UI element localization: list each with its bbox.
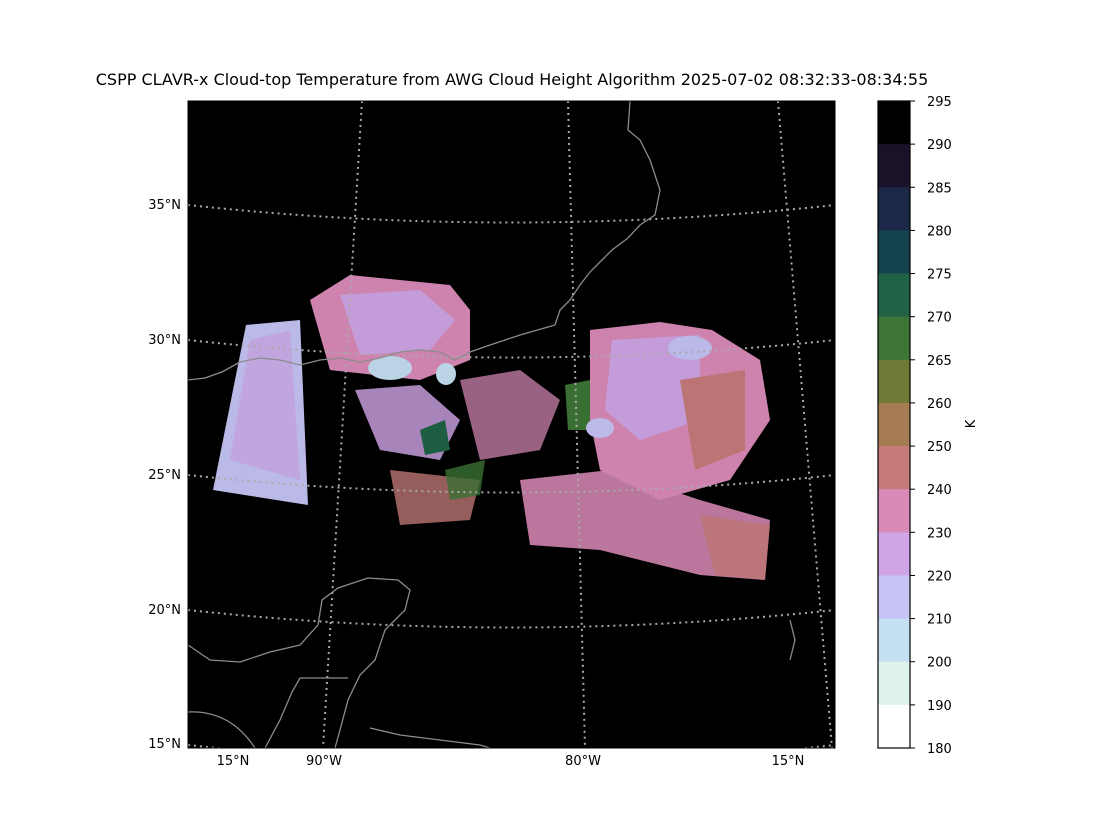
cloud-west-core bbox=[230, 330, 300, 480]
colorbar-tick-label: 240 bbox=[927, 483, 952, 498]
cloud-cold-top-4 bbox=[586, 418, 614, 438]
gridline-lat-30 bbox=[188, 339, 835, 359]
colorbar-segment bbox=[878, 704, 910, 749]
colorbar-unit-label: K bbox=[964, 419, 979, 428]
cloud-field bbox=[213, 275, 770, 580]
cloud-green-patch-1 bbox=[420, 420, 450, 455]
gridline-lat-35 bbox=[188, 204, 835, 224]
colorbar-segment bbox=[878, 661, 910, 706]
lat-label-25n: 25°N bbox=[148, 468, 181, 483]
colorbar-segment bbox=[878, 402, 910, 447]
colorbar: 295 290 285 280 275 270 265 260 250 240 230 220 210 2… bbox=[877, 95, 952, 757]
colorbar-tick-label: 210 bbox=[927, 613, 952, 628]
coast-east-island bbox=[789, 619, 796, 661]
cloud-east-core bbox=[605, 335, 700, 440]
cloud-east-warm bbox=[680, 370, 745, 470]
lon-label-west: 15°N bbox=[217, 754, 250, 769]
longitude-labels: 15°N 90°W 80°W 15°N bbox=[217, 754, 805, 769]
colorbar-frame bbox=[877, 100, 911, 749]
colorbar-tick-label: 230 bbox=[927, 526, 952, 541]
lon-label-90w: 90°W bbox=[306, 754, 342, 769]
cloud-south-warm bbox=[700, 515, 770, 580]
colorbar-tick-label: 270 bbox=[927, 311, 952, 326]
graticule bbox=[188, 101, 835, 748]
colorbar-segment bbox=[878, 316, 910, 361]
map-frame bbox=[187, 100, 836, 749]
lat-label-15n: 15°N bbox=[148, 737, 181, 752]
colorbar-tick-label: 250 bbox=[927, 440, 952, 455]
coast-gulf-north bbox=[188, 324, 556, 381]
colorbar-segment bbox=[878, 532, 910, 576]
colorbar-segment bbox=[878, 144, 910, 188]
colorbar-segment bbox=[878, 273, 910, 318]
gridline-lat-25 bbox=[188, 474, 835, 494]
colorbar-tick-label: 280 bbox=[927, 224, 952, 239]
lat-label-30n: 30°N bbox=[148, 333, 181, 348]
border-guatemala bbox=[264, 677, 348, 748]
colorbar-segment bbox=[878, 446, 910, 490]
map-panel bbox=[187, 100, 836, 749]
colorbar-tick-label: 190 bbox=[927, 699, 952, 714]
coast-yucatan bbox=[188, 577, 411, 748]
colorbar-segment bbox=[878, 187, 910, 231]
cloud-central bbox=[460, 370, 560, 460]
colorbar-segment bbox=[878, 575, 910, 620]
lat-label-35n: 35°N bbox=[148, 198, 181, 213]
gridline-lon-east bbox=[777, 101, 833, 748]
lat-label-20n: 20°N bbox=[148, 603, 181, 618]
colorbar-tick-label: 275 bbox=[927, 268, 952, 283]
cloud-north-core bbox=[340, 290, 455, 355]
map-title: CSPP CLAVR-x Cloud-top Temperature from … bbox=[95, 70, 929, 89]
cloud-cold-top-3 bbox=[668, 336, 712, 360]
cloud-cold-top-1 bbox=[368, 356, 412, 380]
coastlines bbox=[188, 101, 796, 748]
colorbar-segment bbox=[878, 618, 910, 663]
cloud-green-patch-2 bbox=[565, 380, 590, 430]
lon-label-east: 15°N bbox=[772, 754, 805, 769]
gridline-lon-90w bbox=[322, 101, 363, 748]
colorbar-tick-label: 180 bbox=[927, 742, 952, 757]
colorbar-tick-label: 260 bbox=[927, 397, 952, 412]
coast-us-east bbox=[554, 101, 661, 326]
colorbar-tick-label: 265 bbox=[927, 354, 952, 369]
gridline-lat-20 bbox=[188, 609, 835, 629]
colorbar-segment bbox=[878, 230, 910, 275]
coast-pacific bbox=[188, 711, 256, 748]
latitude-labels: 35°N 30°N 25°N 20°N 15°N bbox=[148, 198, 181, 752]
colorbar-tick-label: 285 bbox=[927, 181, 952, 196]
colorbar-segment bbox=[878, 359, 910, 404]
colorbar-tick-label: 200 bbox=[927, 656, 952, 671]
map-content bbox=[188, 101, 835, 748]
cloud-cold-top-2 bbox=[436, 363, 456, 385]
colorbar-tick-label: 220 bbox=[927, 569, 952, 584]
lon-label-80w: 80°W bbox=[565, 754, 601, 769]
cloud-green-patch-3 bbox=[445, 460, 485, 500]
colorbar-segment bbox=[878, 101, 910, 145]
colorbar-tick-label: 290 bbox=[927, 138, 952, 153]
cloud-south-east bbox=[520, 470, 770, 580]
coast-honduras bbox=[369, 727, 491, 748]
colorbar-segment bbox=[878, 489, 910, 533]
colorbar-tick-label: 295 bbox=[927, 95, 952, 110]
